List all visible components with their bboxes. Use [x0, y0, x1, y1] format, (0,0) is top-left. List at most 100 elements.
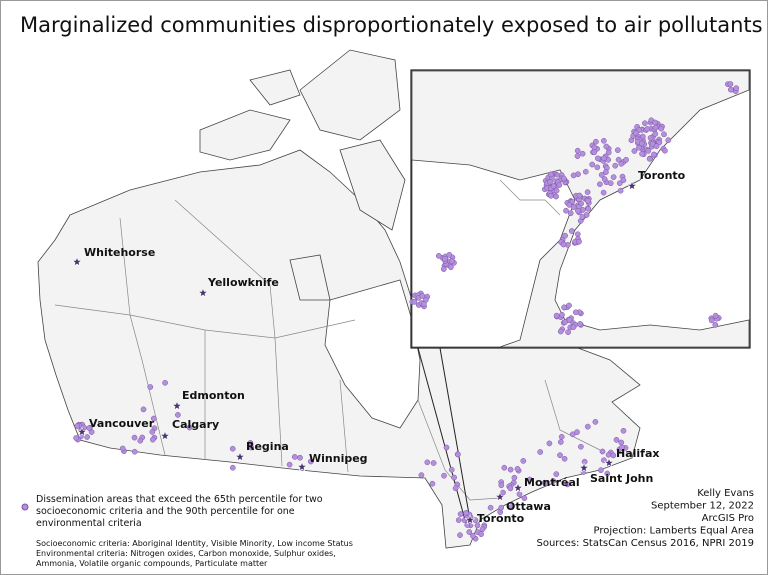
dot — [511, 474, 518, 481]
dot — [547, 179, 553, 185]
legend-symbol — [21, 503, 29, 511]
island — [249, 69, 301, 106]
dot — [661, 131, 667, 138]
dot — [487, 504, 494, 511]
dot — [620, 427, 627, 434]
dot — [559, 311, 565, 318]
dot — [448, 466, 455, 473]
dot — [418, 472, 425, 478]
city-label: Toronto — [477, 512, 525, 525]
dot — [597, 181, 603, 188]
dot — [645, 148, 652, 154]
city-star — [603, 457, 615, 468]
dot — [520, 458, 527, 464]
dot — [119, 445, 126, 452]
dot — [548, 192, 554, 199]
dot — [652, 119, 659, 126]
dot — [593, 138, 599, 145]
city-star — [512, 482, 524, 493]
city-label: Saint John — [590, 472, 653, 485]
dot — [576, 238, 582, 245]
dot — [604, 470, 611, 477]
dot — [584, 189, 591, 195]
dot — [557, 328, 564, 335]
dot — [591, 149, 598, 156]
dot — [620, 177, 627, 184]
dot — [500, 489, 506, 496]
city-label: Edmonton — [182, 389, 245, 402]
dot — [561, 455, 568, 462]
legend-text: environmental criteria — [36, 518, 142, 529]
dot — [74, 423, 81, 429]
border — [119, 217, 131, 316]
dot — [291, 454, 298, 460]
dot — [229, 464, 236, 471]
city-star — [626, 180, 638, 191]
dot — [579, 214, 586, 220]
city-star — [197, 287, 209, 298]
dot — [455, 451, 461, 458]
city-label: Yellowknife — [207, 276, 279, 289]
note: Ammonia, Volatile organic compounds, Par… — [36, 559, 268, 568]
title: Marginalized communities disproportionat… — [20, 13, 763, 37]
dot — [613, 436, 620, 443]
dot — [638, 140, 645, 147]
dot — [546, 440, 553, 447]
dot — [639, 133, 646, 140]
dot — [600, 137, 607, 144]
dot — [84, 434, 90, 440]
city-star — [234, 451, 246, 462]
labels: Whitehorse Yellowknife Edmonton Vancouver Ca… — [71, 169, 686, 525]
dot — [592, 419, 599, 425]
city-label: Calgary — [172, 418, 219, 431]
island — [289, 254, 331, 301]
credit: ArcGIS Pro — [702, 513, 754, 524]
dot — [581, 458, 588, 465]
dot — [420, 301, 427, 307]
border — [274, 337, 283, 467]
inset-leader — [417, 347, 466, 521]
dot — [568, 228, 575, 234]
dot — [570, 172, 577, 179]
dot — [558, 433, 565, 440]
dot — [470, 533, 476, 539]
dot — [553, 193, 559, 200]
dot — [574, 231, 581, 238]
dot — [647, 135, 654, 141]
dot — [516, 491, 523, 497]
inset-border — [499, 179, 561, 216]
dot — [712, 312, 719, 319]
dot — [575, 207, 581, 214]
dot — [646, 155, 653, 162]
dot — [73, 435, 79, 441]
dot — [582, 168, 589, 175]
dot — [429, 480, 436, 487]
city-star — [171, 400, 183, 411]
dot — [140, 406, 147, 413]
dot — [131, 448, 138, 455]
city-star — [296, 461, 308, 472]
inset-city-label: Toronto — [638, 169, 686, 182]
dot — [455, 517, 462, 523]
border — [174, 199, 276, 339]
dot — [149, 429, 156, 435]
island — [299, 49, 401, 141]
dot — [565, 329, 571, 336]
city-star — [578, 462, 590, 473]
dot — [644, 126, 651, 132]
island — [199, 109, 291, 161]
dot — [576, 192, 583, 199]
dot — [411, 299, 418, 305]
dot — [600, 189, 607, 196]
dot — [548, 171, 554, 178]
dot — [612, 162, 619, 169]
dot — [550, 183, 557, 189]
dot — [579, 150, 586, 157]
dot — [560, 241, 567, 248]
dot — [86, 425, 93, 431]
dot — [149, 436, 156, 443]
dot — [574, 429, 580, 435]
dot — [636, 144, 642, 151]
border — [129, 314, 166, 456]
